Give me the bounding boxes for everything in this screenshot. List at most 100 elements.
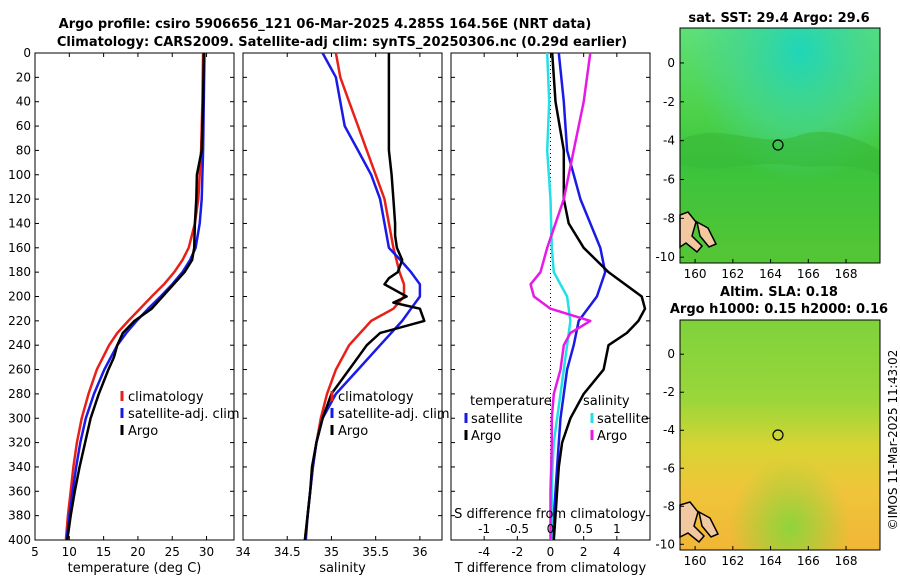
difference-s-axis-label: S difference from climatology [454, 507, 646, 522]
map-ytick-label: -8 [663, 499, 675, 513]
map-xtick-label: 166 [797, 267, 820, 281]
difference-xtick-label: 0 [547, 545, 555, 559]
temperature-panel: 5 10 15 20 25 3002040608010012014016018020022… [8, 46, 240, 576]
map-xtick-label: 162 [721, 267, 744, 281]
temperature-ytick-label: 340 [8, 460, 31, 474]
temperature-ytick-label: 360 [8, 484, 31, 498]
difference-xtick-label: 2 [580, 545, 588, 559]
salinity-series-argo [303, 53, 426, 541]
difference-series-s-satellite [545, 52, 572, 541]
map-xtick-label: 160 [684, 267, 707, 281]
temperature-ytick-label: 60 [16, 119, 31, 133]
map-xtick-label: 164 [759, 267, 782, 281]
temperature-ytick-label: 120 [8, 192, 31, 206]
temperature-ytick-label: 40 [16, 95, 31, 109]
difference-series-t-argo [550, 52, 647, 541]
map-ytick-label: -4 [663, 134, 675, 148]
salinity-axes-frame [242, 52, 443, 541]
map-ytick-label: -6 [663, 461, 675, 475]
temperature-ytick-label: 280 [8, 387, 31, 401]
temperature-ytick-label: 180 [8, 265, 31, 279]
difference-xtick-label: 4 [613, 545, 621, 559]
salinity-xtick-label: 36 [412, 545, 427, 559]
map-ytick-label: -2 [663, 385, 675, 399]
temperature-legend-label: Argo [128, 424, 158, 439]
sla-map-title-line2: Argo h1000: 0.15 h2000: 0.16 [670, 302, 888, 317]
temperature-ytick-label: 160 [8, 241, 31, 255]
sla-map-frame [679, 319, 881, 551]
temperature-ytick-label: 240 [8, 338, 31, 352]
difference-legend-salinity-title: salinity [583, 394, 630, 409]
map-xtick-label: 168 [835, 267, 858, 281]
salinity-xtick-label: 34 [235, 545, 250, 559]
sst-map-panel: 160 162 164 166 168 0 -2 -4 -6 -8 -10 [655, 27, 881, 281]
temperature-xtick-label: 25 [165, 545, 180, 559]
sst-map-frame [679, 27, 881, 264]
map-xtick-label: 166 [797, 554, 820, 568]
salinity-legend-label: satellite-adj. clim [338, 407, 450, 422]
difference-panel: -4 -2 0 2 4 T difference from climatology S di… [450, 52, 651, 576]
temperature-xtick-label: 15 [96, 545, 111, 559]
temperature-legend-label: satellite-adj. clim [128, 407, 240, 422]
temperature-xlabel: temperature (deg C) [68, 561, 202, 576]
map-xtick-label: 164 [759, 554, 782, 568]
sst-map-coastline [679, 211, 704, 254]
temperature-xtick-label: 10 [62, 545, 77, 559]
temperature-ytick-label: 400 [8, 533, 31, 547]
difference-legend-label: satellite [471, 412, 523, 427]
sst-map-island [695, 220, 718, 248]
salinity-panel: 34 34.5 35 35.5 36 salinity climatology satelli… [235, 52, 450, 576]
temperature-series-argo [66, 52, 206, 541]
sla-map-argo-marker [772, 429, 784, 441]
temperature-ytick-label: 300 [8, 411, 31, 425]
temperature-ytick-label: 320 [8, 436, 31, 450]
sst-map-title: sat. SST: 29.4 Argo: 29.6 [688, 11, 869, 26]
temperature-ytick-label: 140 [8, 216, 31, 230]
difference-series-t-satellite [550, 52, 607, 541]
difference-s-tick-label: -0.5 [506, 522, 529, 536]
difference-s-tick-label: 0.5 [574, 522, 593, 536]
difference-legend-label: Argo [471, 429, 501, 444]
temperature-ytick-label: 380 [8, 509, 31, 523]
figure-title-line2: Climatology: CARS2009. Satellite-adj cli… [57, 35, 627, 50]
difference-legend-label: satellite [597, 412, 649, 427]
difference-legend-label: Argo [597, 429, 627, 444]
map-xtick-label: 160 [684, 554, 707, 568]
temperature-legend-label: climatology [128, 390, 204, 405]
difference-s-tick-label: 1 [613, 522, 621, 536]
salinity-xtick-label: 34.5 [274, 545, 301, 559]
temperature-xtick-label: 30 [199, 545, 214, 559]
temperature-ytick-label: 220 [8, 314, 31, 328]
map-ytick-label: -10 [655, 250, 675, 264]
salinity-legend-label: Argo [338, 424, 368, 439]
temperature-ytick-label: 100 [8, 168, 31, 182]
sst-map-band [680, 131, 880, 175]
figure-title-line1: Argo profile: csiro 5906656_121 06-Mar-2… [59, 17, 592, 32]
imos-timestamp-label: ©IMOS 11-Mar-2025 11:43:02 [886, 350, 900, 531]
map-ytick-label: 0 [667, 56, 675, 70]
map-ytick-label: -10 [655, 537, 675, 551]
salinity-xtick-label: 35.5 [362, 545, 389, 559]
difference-s-tick-label: -1 [478, 522, 490, 536]
temperature-ytick-label: 260 [8, 363, 31, 377]
salinity-xlabel: salinity [319, 561, 366, 576]
difference-legend-temperature-title: temperature [470, 394, 552, 409]
salinity-legend-label: climatology [338, 390, 414, 405]
map-xtick-label: 162 [721, 554, 744, 568]
sst-map-argo-marker [772, 139, 784, 151]
difference-series-s-argo [529, 52, 592, 540]
difference-xtick-label: -4 [478, 545, 490, 559]
temperature-xtick-label: 20 [130, 545, 145, 559]
map-ytick-label: -4 [663, 423, 675, 437]
salinity-xtick-label: 35 [324, 545, 339, 559]
temperature-ytick-label: 20 [16, 70, 31, 84]
sla-map-title-line1: Altim. SLA: 0.18 [720, 285, 838, 300]
sla-map-green-patch [680, 320, 880, 550]
temperature-ytick-label: 0 [23, 46, 31, 60]
map-ytick-label: -8 [663, 211, 675, 225]
map-ytick-label: -6 [663, 172, 675, 186]
difference-xtick-label: -2 [511, 545, 523, 559]
temperature-xtick-label: 5 [31, 545, 39, 559]
temperature-ytick-label: 80 [16, 143, 31, 157]
